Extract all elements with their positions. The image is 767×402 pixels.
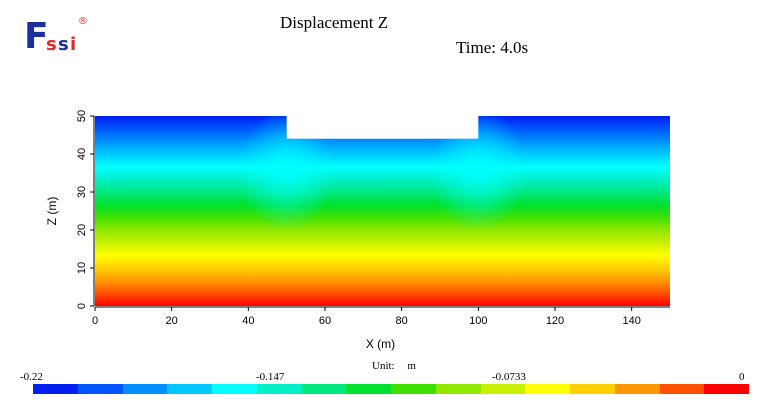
y-axis-label: Z (m) <box>45 197 59 226</box>
axes: 0 20 40 60 80 100 120 140 0 10 20 30 40 50 <box>76 110 670 327</box>
colorbar-segment <box>570 384 615 394</box>
field-area <box>95 116 670 306</box>
colorbar-segment <box>391 384 436 394</box>
colorbar-segment <box>301 384 347 394</box>
colorbar <box>33 384 749 394</box>
y-tick-label: 50 <box>76 110 88 122</box>
excavation-glow-right <box>430 116 527 232</box>
fssi-logo-graphic: F s s i ® <box>24 16 88 57</box>
colorbar-segment <box>256 384 302 394</box>
y-tick-label: 40 <box>76 148 88 160</box>
colorbar-label-1: -0.147 <box>256 371 285 383</box>
colorbar-segment <box>525 384 570 394</box>
svg-text:s: s <box>46 34 57 55</box>
x-tick-label: 120 <box>546 315 564 327</box>
chart-title: Displacement Z <box>280 13 389 32</box>
colorbar-segment <box>346 384 391 394</box>
colorbar-segment <box>212 384 257 394</box>
time-label: Time: 4.0s <box>456 38 529 57</box>
colorbar-segment <box>659 384 705 394</box>
fssi-logo: F s s i ® <box>22 10 92 57</box>
colorbar-label-min: -0.22 <box>20 371 43 383</box>
x-tick-label: 40 <box>242 315 254 327</box>
unit-value: m <box>407 360 416 372</box>
x-tick-label: 20 <box>166 315 178 327</box>
x-tick-label: 60 <box>319 315 331 327</box>
logo-letter-f: F <box>24 16 49 56</box>
field-fill <box>95 116 670 306</box>
unit-row: Unit: m <box>372 360 426 372</box>
colorbar-segment <box>33 384 78 394</box>
x-tick-label: 0 <box>92 315 98 327</box>
svg-text:s: s <box>58 34 69 55</box>
colorbar-label-2: -0.0733 <box>492 371 526 383</box>
x-tick-label: 80 <box>396 315 408 327</box>
y-tick-label: 10 <box>76 262 88 274</box>
svg-text:i: i <box>70 34 76 55</box>
y-tick-label: 0 <box>76 303 88 309</box>
x-tick-label: 100 <box>469 315 487 327</box>
x-axis-label: X (m) <box>366 337 395 351</box>
y-tick-label: 30 <box>76 186 88 198</box>
colorbar-segment <box>480 384 526 394</box>
x-tick-label: 140 <box>622 315 640 327</box>
colorbar-label-max: 0 <box>739 371 745 383</box>
registered-mark: ® <box>78 16 88 27</box>
y-tick-label: 20 <box>76 224 88 236</box>
excavation-glow-left <box>238 116 335 232</box>
colorbar-segment <box>77 384 123 394</box>
colorbar-segment <box>435 384 481 394</box>
colorbar-segment <box>704 384 749 394</box>
colorbar-segment <box>614 384 660 394</box>
colorbar-segment <box>122 384 168 394</box>
colorbar-segment <box>167 384 212 394</box>
unit-label: Unit: <box>372 360 395 372</box>
